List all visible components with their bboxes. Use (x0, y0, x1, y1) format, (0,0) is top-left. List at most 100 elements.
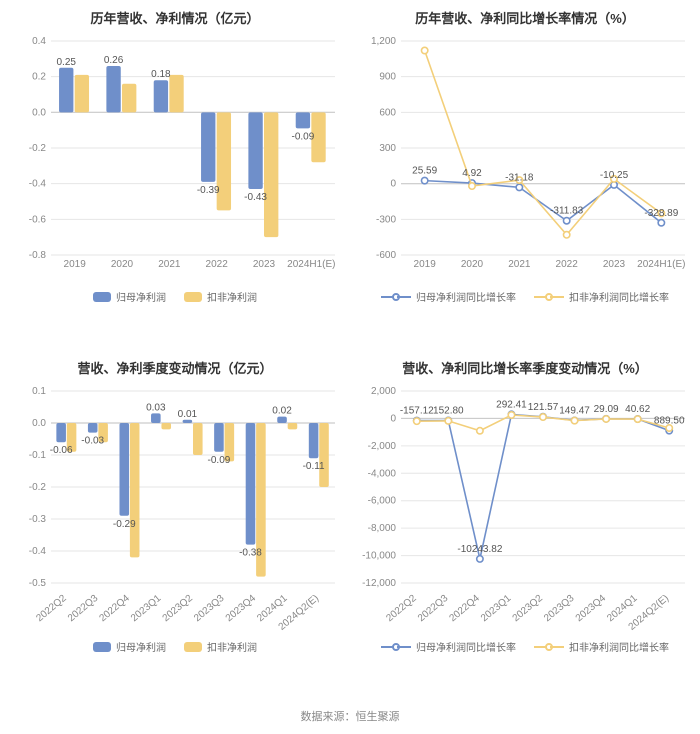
legend-swatch-icon (184, 292, 202, 302)
legend-bl: 归母净利润 扣非净利润 (4, 639, 346, 654)
svg-text:2023Q4: 2023Q4 (574, 593, 609, 625)
chart-grid: 历年营收、净利情况（亿元） -0.8 -0.6 -0.4 -0.2 0.0 0.2 0.4 2… (0, 0, 700, 700)
svg-text:0.26: 0.26 (104, 55, 124, 66)
legend-item: 扣非净利润 (184, 639, 257, 654)
legend-swatch-icon (93, 292, 111, 302)
panel-title: 营收、净利季度变动情况（亿元） (4, 358, 346, 377)
svg-text:0: 0 (390, 179, 396, 190)
svg-text:29.09: 29.09 (594, 404, 619, 415)
svg-text:-6,000: -6,000 (368, 496, 397, 507)
svg-text:2020: 2020 (111, 259, 134, 270)
svg-text:-157.12: -157.12 (400, 406, 434, 417)
svg-text:2,000: 2,000 (371, 386, 396, 397)
legend-swatch-icon (93, 642, 111, 652)
svg-text:0.4: 0.4 (32, 36, 46, 47)
svg-text:-0.8: -0.8 (29, 250, 47, 261)
svg-text:2021: 2021 (158, 259, 181, 270)
svg-text:2024H1(E): 2024H1(E) (637, 259, 685, 270)
svg-text:0.02: 0.02 (272, 406, 292, 417)
svg-text:-0.4: -0.4 (29, 179, 47, 190)
svg-text:-10,000: -10,000 (362, 551, 396, 562)
svg-text:0.01: 0.01 (178, 409, 198, 420)
svg-text:0.2: 0.2 (32, 72, 46, 83)
svg-text:-0.11: -0.11 (303, 461, 325, 472)
svg-text:2019: 2019 (64, 259, 87, 270)
svg-text:900: 900 (379, 72, 396, 83)
svg-text:600: 600 (379, 107, 396, 118)
svg-text:292.41: 292.41 (496, 399, 527, 410)
svg-text:-12,000: -12,000 (362, 578, 396, 589)
legend-item: 扣非净利润同比增长率 (534, 289, 669, 304)
legend-item: 归母净利润同比增长率 (381, 289, 516, 304)
svg-text:-600: -600 (376, 250, 396, 261)
panel-tl: 历年营收、净利情况（亿元） -0.8 -0.6 -0.4 -0.2 0.0 0.2 0.4 2… (0, 0, 350, 350)
plot-tr: -600-30003006009001,20020192020202120222… (354, 33, 696, 283)
svg-text:2022Q3: 2022Q3 (66, 593, 101, 625)
svg-text:-4,000: -4,000 (368, 468, 397, 479)
svg-text:0.18: 0.18 (151, 69, 171, 80)
legend-item: 归母净利润 (93, 639, 166, 654)
svg-text:2020: 2020 (461, 259, 484, 270)
svg-text:4.92: 4.92 (462, 168, 482, 179)
svg-text:2023Q2: 2023Q2 (511, 593, 546, 625)
svg-text:2022: 2022 (556, 259, 579, 270)
svg-text:889.50: 889.50 (654, 416, 685, 427)
svg-text:2022Q4: 2022Q4 (447, 593, 482, 625)
footer-source: 数据来源：恒生聚源 (0, 700, 700, 732)
legend-item: 归母净利润同比增长率 (381, 639, 516, 654)
svg-text:-0.2: -0.2 (29, 482, 47, 493)
svg-text:-328.89: -328.89 (644, 208, 678, 219)
svg-text:121.57: 121.57 (528, 402, 559, 413)
svg-text:25.59: 25.59 (412, 166, 437, 177)
panel-bl: 营收、净利季度变动情况（亿元） -0.5-0.4-0.3-0.2-0.10.00… (0, 350, 350, 700)
legend-item: 扣非净利润同比增长率 (534, 639, 669, 654)
legend-swatch-icon (534, 643, 564, 651)
plot-tl: -0.8 -0.6 -0.4 -0.2 0.0 0.2 0.4 2019 2020 2021 202… (4, 33, 346, 283)
legend-tr: 归母净利润同比增长率 扣非净利润同比增长率 (354, 289, 696, 304)
svg-text:-300: -300 (376, 214, 396, 225)
legend-label: 归母净利润 (116, 639, 166, 654)
svg-text:0.1: 0.1 (32, 386, 46, 397)
svg-text:2024H1(E): 2024H1(E) (287, 259, 335, 270)
plot-bl: -0.5-0.4-0.3-0.2-0.10.00.12022Q22022Q320… (4, 383, 346, 633)
svg-text:-0.1: -0.1 (29, 450, 47, 461)
svg-text:-0.6: -0.6 (29, 214, 47, 225)
svg-text:2022Q2: 2022Q2 (384, 593, 419, 625)
svg-text:2023Q1: 2023Q1 (129, 593, 164, 625)
svg-text:0: 0 (390, 413, 396, 424)
svg-text:149.47: 149.47 (559, 405, 590, 416)
svg-text:-0.38: -0.38 (239, 548, 262, 559)
svg-text:1,200: 1,200 (371, 36, 396, 47)
svg-text:-0.09: -0.09 (292, 131, 315, 142)
svg-text:2023Q3: 2023Q3 (542, 593, 577, 625)
svg-text:2022Q3: 2022Q3 (416, 593, 451, 625)
svg-text:152.80: 152.80 (433, 406, 464, 417)
svg-text:-0.29: -0.29 (113, 519, 136, 530)
svg-text:0.25: 0.25 (56, 57, 76, 68)
svg-text:2019: 2019 (414, 259, 437, 270)
panel-tr: 历年营收、净利同比增长率情况（%） -600-30003006009001,20… (350, 0, 700, 350)
legend-br: 归母净利润同比增长率 扣非净利润同比增长率 (354, 639, 696, 654)
legend-swatch-icon (381, 643, 411, 651)
svg-text:2023: 2023 (603, 259, 626, 270)
svg-text:-10.25: -10.25 (600, 170, 629, 181)
panel-title: 历年营收、净利情况（亿元） (4, 8, 346, 27)
plot-br: -12,000-10,000-8,000-6,000-4,000-2,00002… (354, 383, 696, 633)
svg-text:-0.06: -0.06 (50, 445, 73, 456)
legend-swatch-icon (184, 642, 202, 652)
svg-text:0.03: 0.03 (146, 402, 166, 413)
panel-br: 营收、净利同比增长率季度变动情况（%） -12,000-10,000-8,000… (350, 350, 700, 700)
svg-text:-0.2: -0.2 (29, 143, 47, 154)
svg-text:-0.03: -0.03 (81, 436, 104, 447)
svg-text:2023: 2023 (253, 259, 276, 270)
svg-text:0.0: 0.0 (32, 107, 46, 118)
svg-text:-0.39: -0.39 (197, 185, 220, 196)
svg-text:-0.43: -0.43 (244, 192, 267, 203)
svg-text:2023Q2: 2023Q2 (161, 593, 196, 625)
svg-text:2022Q2: 2022Q2 (34, 593, 69, 625)
panel-title: 营收、净利同比增长率季度变动情况（%） (354, 358, 696, 377)
legend-item: 扣非净利润 (184, 289, 257, 304)
svg-text:2023Q4: 2023Q4 (224, 593, 259, 625)
svg-text:2023Q3: 2023Q3 (192, 593, 227, 625)
legend-item: 归母净利润 (93, 289, 166, 304)
